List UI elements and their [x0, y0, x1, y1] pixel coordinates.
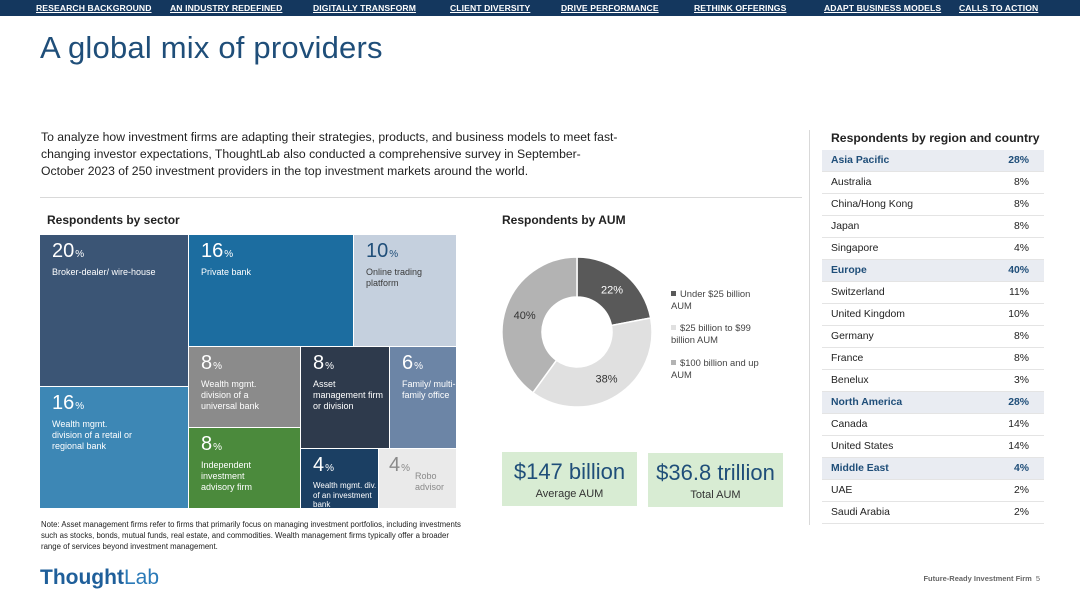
country-row: Benelux 3% [822, 370, 1044, 392]
thoughtlab-logo: ThoughtLab [40, 566, 160, 589]
region-heading: Respondents by region and country [831, 131, 1040, 145]
country-row: Germany 8% [822, 326, 1044, 348]
tile-online-trading: 10% Online trading platform [354, 235, 456, 346]
sector-heading: Respondents by sector [47, 213, 180, 227]
country-row: Japan 8% [822, 216, 1044, 238]
row-value: 8% [1013, 177, 1029, 188]
row-value: 2% [1013, 485, 1029, 496]
country-row: UAE 2% [822, 480, 1044, 502]
nav-drive-performance[interactable]: DRIVE PERFORMANCE [561, 3, 659, 13]
tile-family-office: 6% Family/ multi-family office [390, 347, 456, 448]
row-name: United States [831, 441, 894, 452]
stat-average-aum: $147 billion Average AUM [502, 452, 637, 506]
region-row: Europe 40% [822, 260, 1044, 282]
nav-adapt-business-models[interactable]: ADAPT BUSINESS MODELS [824, 3, 942, 13]
tile-broker-dealer: 20% Broker-dealer/ wire-house [40, 235, 188, 386]
divider [40, 197, 802, 198]
country-row: Singapore 4% [822, 238, 1044, 260]
row-name: Singapore [831, 243, 879, 254]
row-name: Australia [831, 177, 872, 188]
donut-slice-label: 22% [601, 285, 623, 297]
row-value: 11% [1008, 287, 1029, 298]
row-value: 8% [1013, 199, 1029, 210]
legend-swatch [671, 325, 676, 330]
row-value: 4% [1013, 463, 1029, 474]
row-value: 2% [1013, 507, 1029, 518]
legend-swatch [671, 360, 676, 365]
row-value: 14% [1008, 419, 1029, 430]
row-name: Saudi Arabia [831, 507, 890, 518]
row-value: 10% [1008, 309, 1029, 320]
donut-slice [576, 256, 652, 327]
tile-investment-bank: 4% Wealth mgmt. div. of an investment ba… [301, 449, 378, 508]
row-name: Middle East [831, 463, 889, 474]
row-value: 28% [1008, 397, 1029, 408]
region-table: Asia Pacific 28% Australia 8% China/Hong Kon… [822, 150, 1044, 524]
donut-slice [531, 317, 653, 408]
nav-research-background[interactable]: RESEARCH BACKGROUND [36, 3, 152, 13]
row-name: Asia Pacific [831, 155, 890, 166]
nav-an-industry-redefined[interactable]: AN INDUSTRY REDEFINED [170, 3, 283, 13]
country-row: Saudi Arabia 2% [822, 502, 1044, 524]
divider [809, 130, 810, 525]
row-name: Canada [831, 419, 868, 430]
footer: Future-Ready Investment Firm 5 [923, 574, 1040, 583]
donut-slice [501, 256, 578, 394]
tile-robo-advisor: 4% Robo advisor [379, 449, 456, 508]
row-value: 3% [1013, 375, 1029, 386]
nav-calls-to-action[interactable]: CALLS TO ACTION [959, 3, 1039, 13]
footer-title: Future-Ready Investment Firm [923, 574, 1032, 583]
page-title: A global mix of providers [40, 30, 383, 65]
nav-digitally-transform[interactable]: DIGITALLY TRANSFORM [313, 3, 416, 13]
row-name: United Kingdom [831, 309, 905, 320]
legend-item-100b-plus: $100 billion and up AUM [671, 357, 759, 380]
row-name: Japan [831, 221, 860, 232]
row-name: UAE [831, 485, 853, 496]
nav-client-diversity[interactable]: CLIENT DIVERSITY [450, 3, 531, 13]
row-name: China/Hong Kong [831, 199, 914, 210]
country-row: United Kingdom 10% [822, 304, 1044, 326]
row-value: 14% [1008, 441, 1029, 452]
tile-universal-bank: 8% Wealth mgmt. division of a universal … [189, 347, 300, 427]
region-row: North America 28% [822, 392, 1044, 414]
row-name: Benelux [831, 375, 869, 386]
region-row: Middle East 4% [822, 458, 1044, 480]
stat-total-aum: $36.8 trillion Total AUM [648, 453, 783, 507]
intro-paragraph: To analyze how investment firms are adap… [41, 130, 618, 178]
row-name: Switzerland [831, 287, 885, 298]
region-row: Asia Pacific 28% [822, 150, 1044, 172]
tile-independent-advisory: 8% Independent investment advisory firm [189, 428, 300, 508]
row-value: 8% [1013, 353, 1029, 364]
top-navigation: RESEARCH BACKGROUND AN INDUSTRY REDEFINE… [0, 0, 1080, 16]
tile-private-bank: 16% Private bank [189, 235, 353, 346]
legend-item-25b-to-99b: $25 billion to $99 billion AUM [671, 322, 751, 345]
row-value: 28% [1008, 155, 1029, 166]
country-row: France 8% [822, 348, 1044, 370]
tile-retail-bank: 16% Wealth mgmt. division of a retail or… [40, 387, 188, 508]
donut-slice-label: 40% [514, 310, 536, 322]
row-name: Germany [831, 331, 874, 342]
footnote: Note: Asset management firms refer to fi… [41, 520, 461, 551]
row-value: 8% [1013, 221, 1029, 232]
row-value: 40% [1008, 265, 1029, 276]
aum-heading: Respondents by AUM [502, 213, 626, 227]
country-row: China/Hong Kong 8% [822, 194, 1044, 216]
row-name: Europe [831, 265, 867, 276]
row-name: France [831, 353, 864, 364]
nav-rethink-offerings[interactable]: RETHINK OFFERINGS [694, 3, 787, 13]
country-row: Canada 14% [822, 414, 1044, 436]
page-number: 5 [1035, 574, 1040, 583]
legend-item-under-25b: Under $25 billion AUM [671, 288, 751, 311]
row-value: 8% [1013, 331, 1029, 342]
donut-slice-label: 38% [595, 373, 617, 385]
country-row: United States 14% [822, 436, 1044, 458]
country-row: Australia 8% [822, 172, 1044, 194]
row-value: 4% [1013, 243, 1029, 254]
legend-swatch [671, 291, 676, 296]
country-row: Switzerland 11% [822, 282, 1044, 304]
tile-asset-management: 8% Asset management firm or division [301, 347, 389, 448]
aum-donut-chart: 22% 38% 40% [501, 256, 653, 408]
row-name: North America [831, 397, 903, 408]
